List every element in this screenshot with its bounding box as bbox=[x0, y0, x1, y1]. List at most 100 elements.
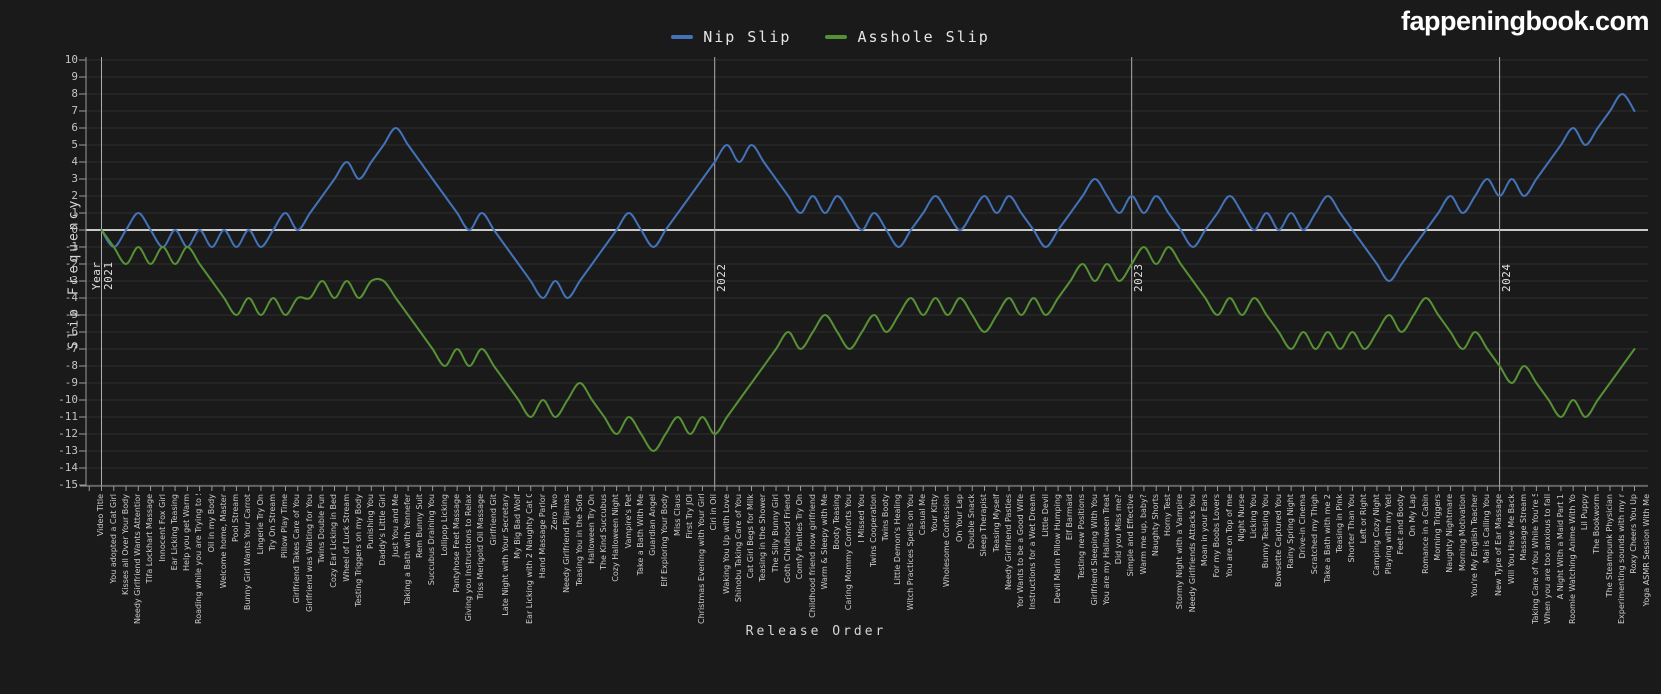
x-tick-label: Drive-in Cinema bbox=[1298, 494, 1308, 559]
x-tick-label: Little Devil bbox=[1040, 494, 1050, 537]
y-tick-label-3: 3 bbox=[71, 172, 78, 185]
x-tick-label: Pool Stream bbox=[231, 494, 241, 543]
y-tick-label--2: -2 bbox=[64, 257, 78, 270]
x-tick-label: Shorter Than You bbox=[1347, 494, 1357, 563]
x-tick-label: Little Demon's Healing bbox=[893, 494, 903, 585]
x-tick-label: Childhood friend now girlfriend bbox=[807, 494, 817, 618]
x-tick-label: Help you get Warm bbox=[182, 494, 192, 571]
x-tick-label: Late Night with Your Secretary bbox=[500, 494, 510, 616]
x-tick-label: Feet and Booty bbox=[1396, 494, 1406, 555]
y-tick-label--11: -11 bbox=[58, 410, 78, 423]
x-tick-label: Naughty Shorts bbox=[1150, 494, 1160, 557]
x-tick-label: Did you Miss me? bbox=[1114, 494, 1124, 565]
x-tick-label: Video Title bbox=[96, 494, 106, 537]
x-tick-label: Horny Test bbox=[1163, 494, 1173, 537]
x-tick-label: Daddy's Little Girl bbox=[378, 494, 388, 566]
x-tick-label: Girlfriend Sleeping With You bbox=[1089, 494, 1099, 606]
x-tick-label: You adopted a Cat Girl bbox=[108, 494, 118, 584]
x-tick-label: Elf Barmaid bbox=[1065, 494, 1075, 541]
x-tick-label: Vampire's Pet bbox=[623, 494, 633, 549]
x-tick-label: Caring Mommy Comforts You bbox=[844, 494, 854, 611]
x-tick-label: Rem Bunny Suit bbox=[415, 494, 425, 558]
x-tick-label: Romance in a Cabin bbox=[1420, 494, 1430, 574]
x-tick-label: The Kind Succubus bbox=[599, 494, 609, 570]
x-tick-label: A Night With a Maid Part 1 bbox=[1555, 494, 1565, 600]
chart-legend: Nip Slip Asshole Slip bbox=[0, 28, 1661, 46]
x-tick-label: Taking a Bath with Yennefer bbox=[402, 494, 412, 605]
legend-label-asshole-slip: Asshole Slip bbox=[857, 28, 990, 46]
x-tick-label: Halloween Try On bbox=[586, 494, 596, 564]
x-tick-label: Zero Two bbox=[550, 494, 559, 530]
x-tick-label: I Missed You bbox=[856, 494, 866, 543]
x-tick-label: Yor Wants to be a Good Wife bbox=[1016, 494, 1026, 608]
x-tick-label: Morning Triggers bbox=[1433, 494, 1442, 561]
x-tick-label: Scratched my Thigh bbox=[1310, 494, 1320, 575]
y-tick-label--1: -1 bbox=[64, 240, 78, 253]
x-tick-label: Triss Merigold Oil Massage bbox=[476, 494, 486, 600]
x-tick-label: Booty Teasing bbox=[832, 494, 842, 550]
x-tick-label: Simple and Effective bbox=[1126, 494, 1136, 577]
x-tick-label: Girlfriend Git bbox=[488, 494, 498, 546]
x-tick-label: Testing Triggers on my Body bbox=[353, 494, 363, 607]
x-tick-label: Oil in my Body bbox=[206, 494, 216, 553]
x-tick-label: Rainy Spring Night bbox=[1285, 494, 1295, 569]
y-tick-label-4: 4 bbox=[71, 155, 78, 168]
x-tick-label: Taking Care of You While You're S... bbox=[1531, 494, 1541, 624]
year-label-2023: 2023 bbox=[1131, 263, 1145, 293]
x-tick-label: Pantyhose Feet Massage bbox=[451, 494, 461, 593]
legend-label-nip-slip: Nip Slip bbox=[703, 28, 792, 46]
x-tick-label: Innocent Fox Girl bbox=[157, 494, 167, 562]
y-tick-label-7: 7 bbox=[71, 104, 78, 117]
year-label-2024: 2024 bbox=[1499, 263, 1513, 293]
asshole-slip-line bbox=[100, 229, 1636, 452]
x-tick-label: First Try JOI bbox=[684, 494, 694, 539]
x-tick-label: Needy Girlfriend Pasties bbox=[1003, 494, 1013, 591]
x-tick-label: Ear Licking with 2 Naughty Cat Girls bbox=[525, 494, 535, 624]
x-tick-label: Pillow Play Time bbox=[280, 494, 290, 559]
x-tick-label: Tifa Lockhart Massage bbox=[145, 494, 155, 584]
x-tick-label: Twins Double Fun bbox=[316, 494, 326, 564]
x-tick-label: Girlfriend Takes Care of You bbox=[292, 494, 302, 604]
legend-item-asshole-slip[interactable]: Asshole Slip bbox=[825, 28, 989, 46]
x-tick-label: Goth Childhood Friend bbox=[783, 494, 793, 584]
x-tick-label: Teasing You in the Sofa bbox=[574, 494, 584, 586]
x-tick-label: Bunny Teasing You bbox=[1261, 494, 1271, 569]
asshole-slip-swatch-icon bbox=[825, 35, 848, 39]
x-tick-label: On My Lap bbox=[1408, 494, 1418, 537]
x-tick-label: Twins Booty bbox=[881, 494, 891, 542]
x-tick-label: Just You and Me bbox=[390, 494, 400, 558]
x-tick-label: The Steampunk Physician bbox=[1604, 494, 1614, 598]
x-tick-label: Needy Girlfriend Wants Attention bbox=[133, 494, 143, 624]
y-tick-label--10: -10 bbox=[58, 393, 78, 406]
x-tick-label: Succubus Draining You bbox=[427, 494, 437, 586]
x-tick-label: Instructions for a Wet Dream bbox=[1028, 494, 1038, 610]
x-tick-label: Double Snack bbox=[966, 494, 976, 549]
y-tick-label-8: 8 bbox=[71, 87, 78, 100]
x-tick-label: Cat Girl Begs for Milk bbox=[746, 494, 756, 579]
legend-item-nip-slip[interactable]: Nip Slip bbox=[671, 28, 791, 46]
x-tick-label: New Type of Ear Massage bbox=[1494, 494, 1504, 596]
x-axis-title: Release Order bbox=[745, 624, 887, 639]
x-tick-label: Testing new Positions bbox=[1077, 494, 1087, 580]
x-tick-label: Giving you Instructions to Relax bbox=[464, 494, 474, 622]
x-tick-label: Kisses all Over Your Body bbox=[120, 494, 130, 595]
x-tick-label: Welcome home, Master bbox=[218, 494, 228, 589]
x-tick-label: Take a Bath With Me bbox=[635, 494, 645, 576]
x-tick-label: Casual Me bbox=[917, 494, 927, 536]
x-tick-label: Teasing in the Shower bbox=[758, 494, 768, 582]
x-tick-label: Bowsette Captured You bbox=[1273, 494, 1283, 587]
x-tick-label: Hand Massage Parlor bbox=[537, 494, 547, 579]
x-tick-label: Moan in your Ears bbox=[1199, 494, 1209, 567]
x-tick-label: Licking You bbox=[1249, 494, 1259, 539]
x-tick-label: You are on Top of me bbox=[1224, 494, 1234, 578]
x-tick-label: Teasing in Pink bbox=[1334, 494, 1344, 553]
year-label-2022: 2022 bbox=[714, 263, 728, 293]
x-tick-label: Girlfriend was Waiting for You bbox=[304, 494, 314, 612]
x-tick-label: Elf Exploring Your Body bbox=[660, 494, 670, 587]
x-tick-label: Devil Marin Pillow Humping bbox=[1052, 494, 1062, 604]
y-tick-label-0: 0 bbox=[71, 223, 78, 236]
x-tick-label: Try On Stream bbox=[267, 494, 277, 552]
x-tick-label: Will You Have Me Back bbox=[1506, 494, 1516, 585]
